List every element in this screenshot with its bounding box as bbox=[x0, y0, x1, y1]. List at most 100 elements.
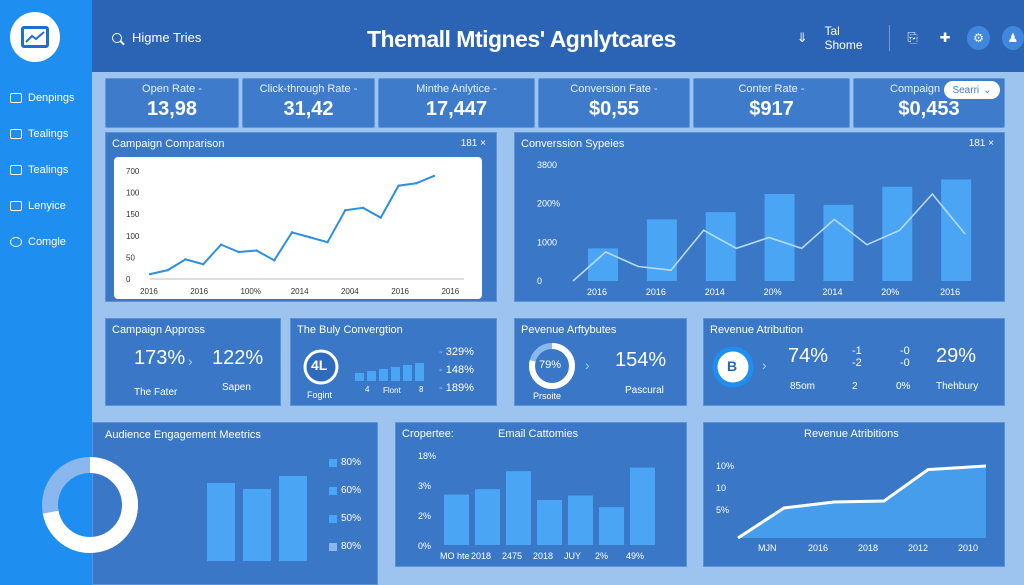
chevron-right-icon: › bbox=[188, 353, 193, 369]
kpi-label: Minthe Anlytice - bbox=[416, 83, 497, 95]
legend-value: - 148% bbox=[439, 364, 474, 376]
metric-value: 173% bbox=[134, 347, 186, 369]
donut-chart bbox=[42, 457, 138, 553]
bar-line-chart: 0 1000 200% 3800 2016 2016 2014 20% 2014 20% 2016 bbox=[537, 160, 972, 297]
gauge-label: Fogint bbox=[307, 390, 333, 400]
bar bbox=[403, 365, 412, 381]
panel-buly-conversion: The Buly Convergtion 4L Fogint 4 Flont 8… bbox=[290, 318, 497, 406]
legend-swatch bbox=[329, 487, 337, 495]
y-tick-label: 100 bbox=[126, 189, 140, 198]
search-box[interactable]: Higme Tries bbox=[112, 30, 201, 45]
bar bbox=[367, 371, 376, 381]
data-point bbox=[273, 259, 276, 262]
sidebar-item-denpings[interactable]: Denpings bbox=[10, 88, 74, 108]
panel-close[interactable]: 181 × bbox=[460, 138, 486, 149]
app-logo[interactable] bbox=[10, 12, 60, 62]
metric-value: -0 bbox=[900, 357, 910, 369]
panel-close[interactable]: 181 × bbox=[968, 138, 994, 149]
panel-title: Converssion Sypeies bbox=[521, 138, 625, 150]
profile-label[interactable]: Tal Shome bbox=[824, 24, 863, 52]
data-point bbox=[308, 236, 311, 239]
sidebar-item-tealings-2[interactable]: Tealings bbox=[10, 160, 68, 180]
bar bbox=[279, 476, 307, 561]
chart-icon bbox=[21, 26, 49, 48]
x-tick-label: 2016 bbox=[808, 543, 828, 553]
bar-label: 8 bbox=[419, 385, 424, 394]
series-line bbox=[149, 174, 435, 276]
x-tick-label: 2016 bbox=[190, 287, 208, 296]
metric-value: -2 bbox=[852, 357, 862, 369]
legend-swatch bbox=[329, 543, 337, 551]
x-tick-label: 2010 bbox=[958, 543, 978, 553]
microphone-icon[interactable]: ⇓ bbox=[796, 30, 808, 45]
kpi-conversion-rate: Conversion Fate - $0,55 bbox=[538, 78, 690, 128]
x-tick-label: 2012 bbox=[908, 543, 928, 553]
x-tick-label: 2475 bbox=[502, 551, 522, 561]
chevron-right-icon: › bbox=[762, 357, 767, 373]
panel-title: Pevenue Arftybutes bbox=[521, 324, 617, 336]
y-tick-label: 18% bbox=[418, 451, 436, 461]
panel-campaign-comparison: Campaign Comparison 181 × 0 50 100 150 100 70… bbox=[105, 132, 497, 302]
x-tick-label: 2018 bbox=[533, 551, 553, 561]
panel-campaign-appross: Campaign Appross 173% The Fater › 122% S… bbox=[105, 318, 281, 406]
panel-title: Revenue Atribution bbox=[710, 324, 803, 336]
puzzle-icon[interactable]: ✚ bbox=[939, 30, 951, 45]
kpi-open-rate: Open Rate - 13,98 bbox=[105, 78, 239, 128]
gauge-value: 79% bbox=[539, 359, 562, 371]
x-tick-label: 2014 bbox=[705, 287, 725, 297]
bar bbox=[207, 483, 235, 561]
data-point bbox=[290, 231, 294, 234]
search-select[interactable]: Searri ⌄ bbox=[944, 81, 1000, 99]
bar-label: 4 bbox=[365, 385, 370, 394]
sidebar-item-label: Lenyice bbox=[28, 200, 66, 212]
sidebar-item-lenyice[interactable]: Lenyice bbox=[10, 196, 66, 216]
sidebar-item-label: Comgle bbox=[28, 236, 66, 248]
kpi-label: Open Rate - bbox=[142, 83, 202, 95]
user-icon[interactable]: ♟ bbox=[1001, 26, 1024, 50]
y-tick-label: 3% bbox=[418, 481, 431, 491]
metric-label: 0% bbox=[896, 381, 911, 392]
sidebar-item-tealings[interactable]: Tealings bbox=[10, 124, 68, 144]
x-tick-label: JUY bbox=[564, 551, 581, 561]
metric-label: Thehbury bbox=[936, 381, 979, 392]
panel-title: Revenue Atribitions bbox=[804, 428, 899, 440]
y-tick-label: 10 bbox=[716, 483, 726, 493]
metric-value: -0 bbox=[900, 345, 910, 357]
x-tick-label: 20% bbox=[881, 287, 899, 297]
x-tick-label: MJN bbox=[758, 543, 777, 553]
bar bbox=[475, 489, 500, 545]
data-point bbox=[397, 184, 400, 187]
sidebar-item-comgle[interactable]: Comgle bbox=[10, 232, 66, 252]
panel-title: The Buly Convergtion bbox=[297, 324, 403, 336]
kpi-label: Conter Rate - bbox=[738, 83, 805, 95]
kpi-value: $0,55 bbox=[588, 98, 640, 120]
line-chart: 0 50 100 150 100 700 2016 2016 100% 2014 2004 2016 2… bbox=[126, 167, 464, 296]
conversion-graphic bbox=[303, 349, 424, 385]
legend-swatch bbox=[329, 459, 337, 467]
export-icon[interactable]: ⎘ bbox=[907, 30, 918, 45]
kpi-conter-rate: Conter Rate - $917 bbox=[693, 78, 850, 128]
data-point bbox=[237, 250, 240, 254]
x-tick-label: 2014 bbox=[822, 287, 842, 297]
kpi-value: $917 bbox=[749, 98, 794, 120]
metric-value: 122% bbox=[212, 347, 264, 369]
bar bbox=[705, 212, 736, 281]
search-label: Higme Tries bbox=[132, 30, 202, 45]
bar bbox=[379, 369, 388, 381]
x-tick-label: 2016 bbox=[587, 287, 607, 297]
data-point bbox=[361, 206, 365, 210]
bar bbox=[415, 363, 424, 381]
x-tick-label: 2018 bbox=[471, 551, 491, 561]
panel-title: Email Cattomies bbox=[498, 428, 579, 440]
metric-label: 85om bbox=[790, 381, 816, 392]
bar bbox=[355, 373, 364, 381]
sidebar-item-label: Tealings bbox=[28, 128, 69, 140]
select-value: Searri bbox=[952, 84, 980, 96]
bar-label: Flont bbox=[383, 386, 401, 395]
chevron-right-icon: › bbox=[585, 357, 590, 373]
chart-icon bbox=[10, 129, 22, 139]
header: Higme Tries Themall Mtignes' Agnlytcares… bbox=[92, 0, 1024, 72]
settings-icon[interactable]: ⚙ bbox=[967, 26, 990, 50]
email-bar-chart: 18%3%2%0%MO hte 2018 2475 2018 JUY 2% 49% bbox=[418, 451, 655, 561]
y-tick-label: 200% bbox=[537, 199, 560, 209]
